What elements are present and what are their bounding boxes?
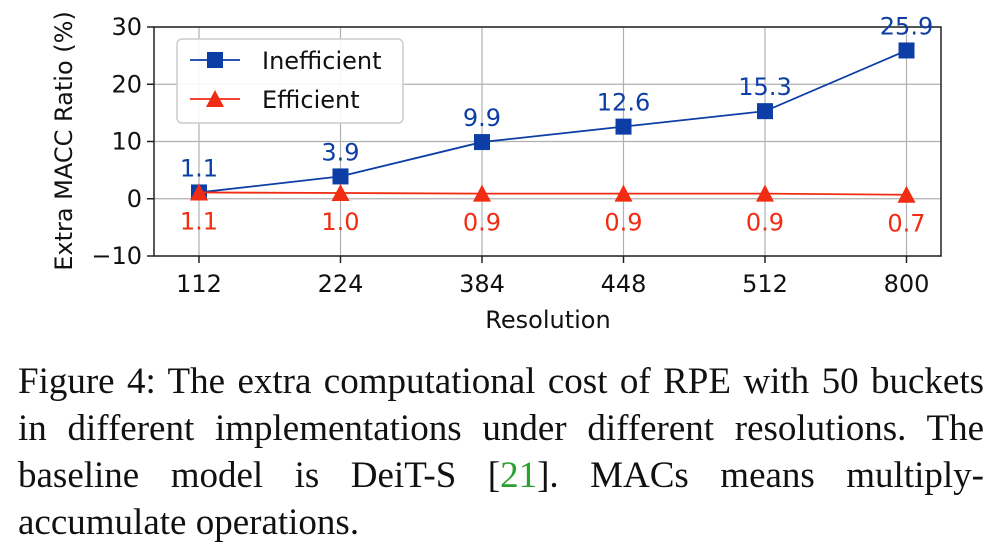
- x-tick-label: 448: [601, 270, 647, 298]
- data-label-efficient: 1.1: [180, 207, 218, 235]
- x-tick-label: 384: [459, 270, 505, 298]
- line-chart: −10 0 10 20 30 112 224 384 448 512 800 Resolution…: [50, 11, 942, 334]
- legend-marker-inefficient: [207, 52, 223, 68]
- data-label-inefficient: 1.1: [180, 154, 218, 182]
- caption-text-end: ]. MACs means multiply-accumulate operat…: [18, 455, 984, 543]
- data-label-efficient: 0.9: [746, 209, 784, 237]
- series-line-efficient: [198, 191, 907, 196]
- data-point-efficient: [756, 184, 774, 202]
- series-layer: 1.1 3.9 9.9 12.6 15.3 25.9 1.1 1.0 0.9 0.9 0.9 0.7: [180, 12, 933, 237]
- data-label-inefficient: 12.6: [597, 89, 650, 117]
- data-point-efficient: [614, 184, 633, 202]
- legend-marker-efficient: [206, 90, 224, 107]
- figure-caption: Figure 4: The extra computational cost o…: [18, 358, 984, 546]
- series-line-inefficient: [198, 49, 907, 194]
- data-label-inefficient: 9.9: [463, 104, 501, 132]
- x-tick-label: 512: [742, 270, 788, 298]
- x-tick-label: 800: [884, 270, 930, 298]
- y-axis-title: Extra MACC Ratio (%): [50, 11, 78, 271]
- y-tick-label: 20: [111, 70, 142, 98]
- data-point-efficient: [190, 183, 208, 201]
- data-label-efficient: 0.7: [887, 210, 925, 238]
- y-axis: −10 0 10 20 30: [91, 13, 154, 270]
- legend-label-efficient: Efficient: [262, 86, 360, 114]
- y-tick-label: −10: [91, 242, 142, 270]
- data-point-efficient: [473, 184, 491, 202]
- y-tick-label: 0: [127, 185, 142, 213]
- data-point-inefficient: [332, 168, 349, 185]
- legend-label-inefficient: Inefficient: [262, 47, 382, 75]
- legend: Inefficient Efficient: [176, 38, 404, 124]
- x-tick-label: 224: [318, 270, 364, 298]
- data-point-inefficient: [474, 134, 490, 151]
- x-tick-label: 112: [176, 270, 222, 298]
- data-point-inefficient: [615, 118, 632, 135]
- data-label-efficient: 0.9: [463, 209, 501, 237]
- data-label-efficient: 1.0: [321, 208, 359, 236]
- x-axis-title: Resolution: [485, 306, 610, 334]
- data-label-inefficient: 15.3: [738, 73, 791, 101]
- caption-text: Figure 4: The extra computational cost o…: [18, 361, 984, 496]
- data-point-inefficient: [757, 103, 773, 120]
- y-tick-label: 10: [111, 128, 142, 156]
- citation-link[interactable]: 21: [500, 455, 538, 496]
- x-axis: 112 224 384 448 512 800: [176, 256, 929, 298]
- data-label-efficient: 0.9: [604, 209, 642, 237]
- data-label-inefficient: 3.9: [321, 138, 359, 166]
- data-point-efficient: [897, 185, 916, 203]
- data-point-efficient: [331, 184, 350, 202]
- data-point-inefficient: [898, 42, 915, 59]
- y-tick-label: 30: [111, 13, 142, 41]
- data-label-inefficient: 25.9: [880, 12, 933, 40]
